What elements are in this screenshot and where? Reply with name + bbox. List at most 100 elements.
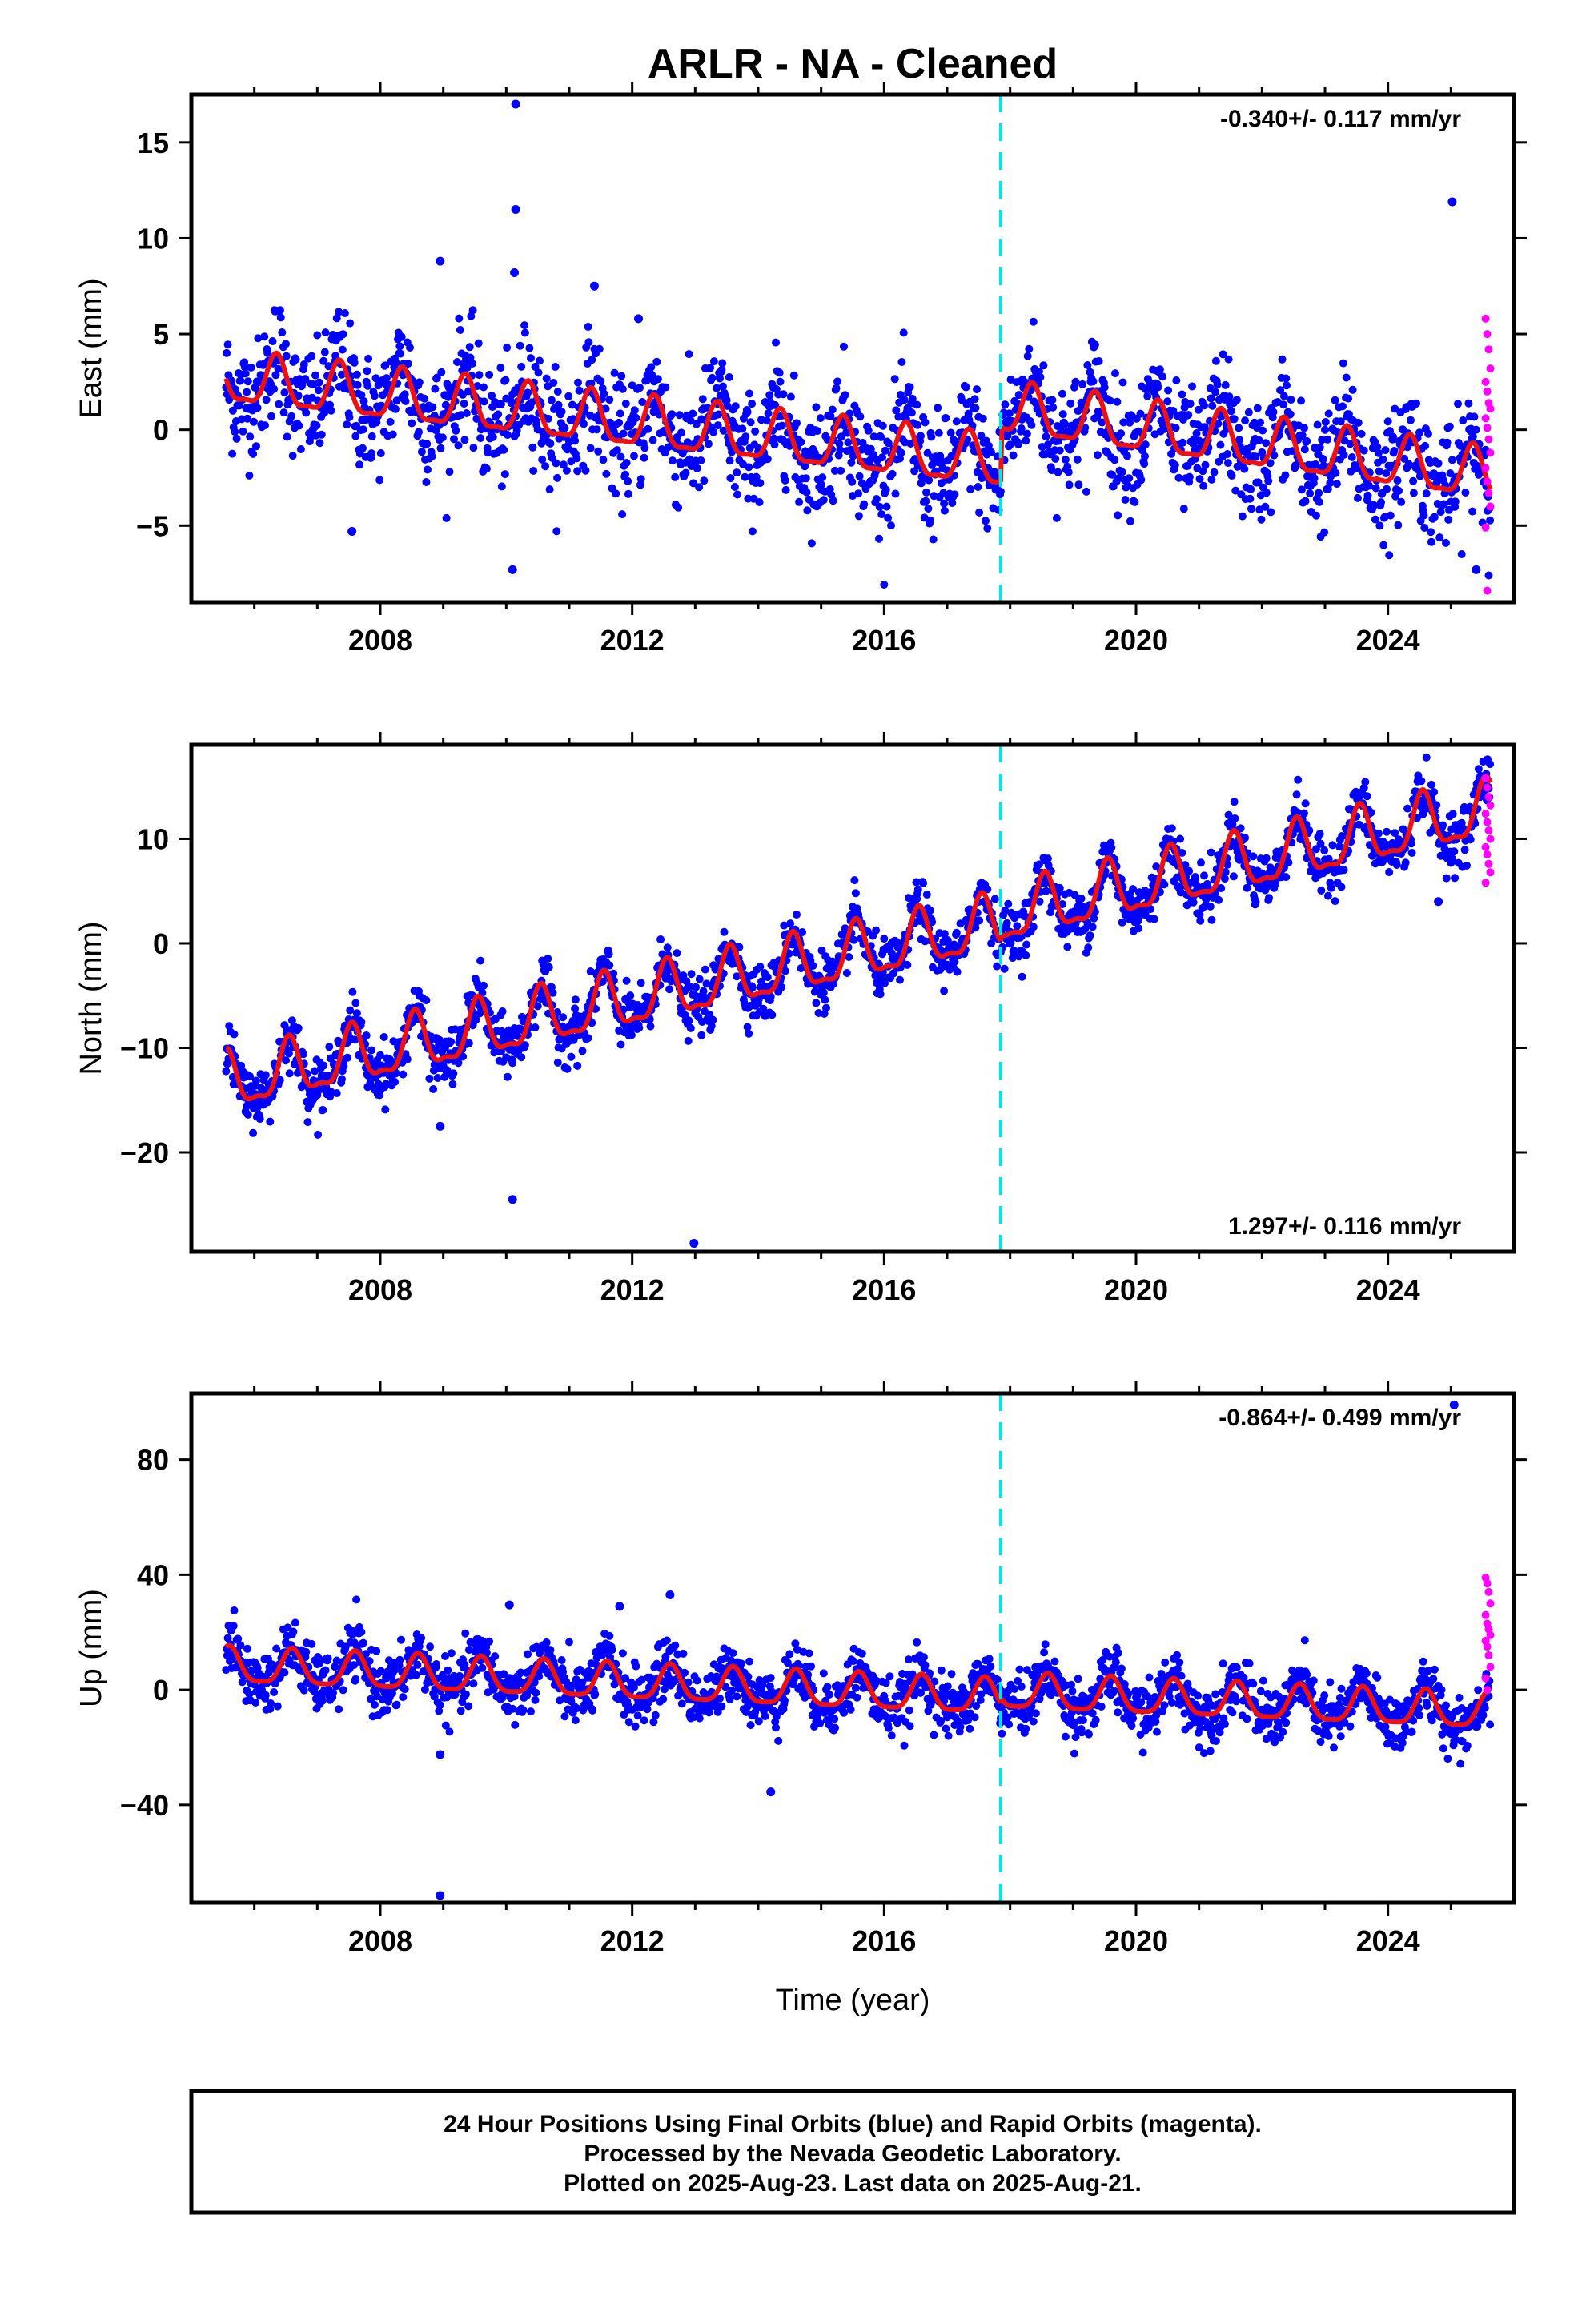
data-point <box>718 382 727 391</box>
data-point <box>679 1649 688 1658</box>
data-point <box>228 449 237 458</box>
data-point <box>781 967 789 975</box>
data-point <box>1375 521 1384 530</box>
data-point <box>633 1711 642 1720</box>
data-point <box>1327 883 1335 892</box>
data-point <box>231 385 240 394</box>
data-point <box>1171 424 1180 432</box>
data-point <box>1025 344 1034 353</box>
data-point <box>520 328 529 337</box>
data-point <box>295 421 303 430</box>
rapid-point <box>1484 793 1493 802</box>
data-point <box>1126 517 1134 525</box>
data-point <box>1472 425 1480 434</box>
data-point <box>243 414 251 423</box>
data-point <box>468 360 476 368</box>
data-point <box>776 377 785 386</box>
data-point <box>452 426 460 435</box>
data-point <box>442 513 451 522</box>
data-point <box>1460 846 1469 854</box>
data-point <box>532 1688 540 1697</box>
data-point <box>619 429 628 438</box>
data-point <box>243 1644 251 1653</box>
data-point <box>1163 397 1172 406</box>
data-point <box>714 410 723 419</box>
data-point <box>1321 418 1330 426</box>
data-point <box>766 992 775 1001</box>
rapid-point <box>1483 818 1492 826</box>
data-point <box>618 384 627 393</box>
data-point <box>891 489 900 498</box>
data-point <box>745 389 753 398</box>
outlier-point <box>508 1195 517 1204</box>
plot-area <box>222 99 1495 595</box>
data-point <box>553 388 562 396</box>
data-point <box>467 312 476 320</box>
data-point <box>656 935 665 943</box>
data-point <box>1383 827 1391 836</box>
data-point <box>1282 374 1291 383</box>
data-point <box>1065 480 1074 489</box>
data-point <box>822 1003 830 1012</box>
data-point <box>1043 854 1052 863</box>
data-point <box>706 364 715 372</box>
data-point <box>567 1052 576 1061</box>
data-point <box>348 987 357 996</box>
data-point <box>1223 860 1232 869</box>
data-point <box>1094 357 1103 365</box>
data-point <box>1464 399 1473 408</box>
data-point <box>795 497 804 506</box>
data-point <box>709 357 718 366</box>
data-point <box>1233 462 1242 471</box>
data-point <box>632 413 640 422</box>
data-point <box>693 464 701 472</box>
data-point <box>1450 847 1459 856</box>
data-point <box>1064 468 1073 476</box>
data-point <box>860 500 869 509</box>
data-point <box>803 506 812 515</box>
data-point <box>367 449 375 458</box>
data-point <box>1434 459 1443 468</box>
data-point <box>1146 905 1155 914</box>
data-point <box>1253 404 1262 412</box>
data-point <box>367 432 376 440</box>
data-point <box>741 432 750 441</box>
data-point <box>618 510 627 519</box>
data-point <box>926 906 934 915</box>
data-point <box>1084 943 1093 952</box>
data-point <box>545 485 554 494</box>
data-point <box>934 404 942 412</box>
data-point <box>312 421 321 430</box>
data-point <box>812 999 821 1007</box>
data-point <box>1232 396 1241 404</box>
data-point <box>1279 400 1288 409</box>
data-point <box>1459 824 1468 833</box>
data-point <box>720 927 729 936</box>
data-point <box>1391 404 1399 413</box>
data-point <box>1282 873 1291 882</box>
data-point <box>1265 894 1273 903</box>
data-point <box>793 419 801 428</box>
data-point <box>849 935 858 944</box>
data-point <box>709 428 718 436</box>
data-point <box>1294 775 1303 784</box>
data-point <box>950 957 959 966</box>
data-point <box>538 455 547 464</box>
data-point <box>501 376 510 384</box>
data-point <box>1136 892 1145 901</box>
data-point <box>1331 468 1340 477</box>
data-point <box>1466 835 1475 844</box>
data-point <box>454 1059 463 1068</box>
data-point <box>877 510 886 519</box>
data-point <box>692 420 701 428</box>
data-point <box>541 462 550 471</box>
data-point <box>588 356 596 364</box>
data-point <box>441 400 450 409</box>
data-point <box>847 458 856 467</box>
data-point <box>713 421 722 430</box>
data-point <box>700 992 709 1001</box>
rapid-orbit-points <box>1481 774 1495 887</box>
data-point <box>1386 427 1394 436</box>
data-point <box>469 444 478 452</box>
